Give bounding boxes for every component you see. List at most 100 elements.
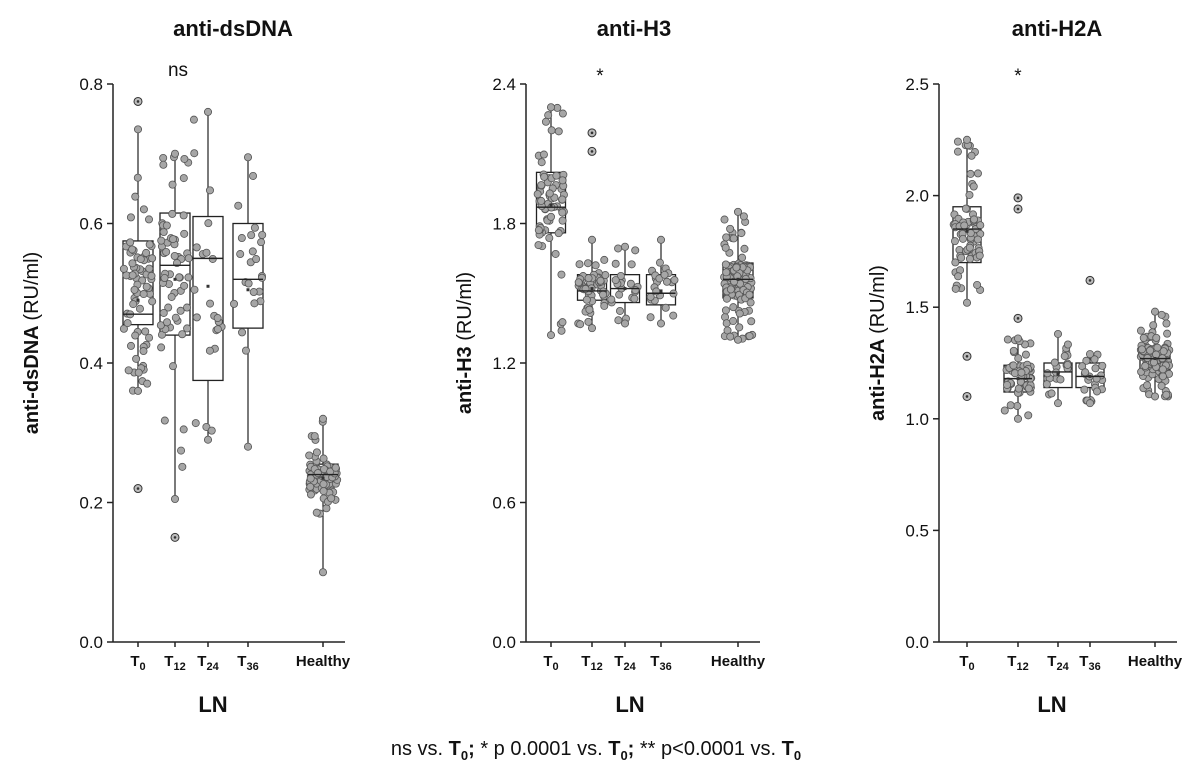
data-point (1159, 347, 1168, 356)
data-point (131, 331, 140, 340)
mean-marker (1088, 374, 1092, 378)
data-point (207, 426, 216, 435)
data-point (123, 319, 132, 328)
y-tick-label: 0.8 (79, 75, 103, 94)
data-point (1003, 380, 1012, 389)
outlier-dot (1016, 196, 1020, 200)
chart-title: anti-dsDNA (173, 16, 293, 41)
data-point (249, 288, 258, 297)
data-point (973, 235, 982, 244)
data-point (131, 192, 140, 201)
data-point (177, 446, 186, 455)
data-point (546, 212, 555, 221)
data-point (558, 109, 567, 118)
data-point (626, 279, 635, 288)
footnote-part: T0 (608, 738, 628, 763)
x-axis-label: LN (198, 692, 227, 717)
category-group: T0 (533, 103, 568, 673)
data-point (237, 234, 246, 243)
data-point (205, 186, 214, 195)
category-group: T0 (949, 135, 985, 673)
data-point (142, 282, 151, 291)
chart-title: anti-H3 (597, 16, 672, 41)
data-point (306, 474, 315, 483)
data-point (726, 285, 735, 294)
data-point (1043, 369, 1052, 378)
data-point (164, 303, 173, 312)
data-point (180, 281, 189, 290)
data-point (257, 273, 266, 282)
data-point (1137, 345, 1146, 354)
data-point (722, 268, 731, 277)
footnote-part: ; (627, 738, 640, 760)
data-point (1151, 307, 1160, 316)
x-tick-label: T0 (959, 653, 974, 673)
data-point (163, 318, 172, 327)
data-point (732, 263, 741, 272)
data-point (734, 335, 743, 344)
data-point (190, 149, 199, 158)
data-point (171, 313, 180, 322)
data-point (970, 215, 979, 224)
data-point (726, 332, 735, 341)
data-point (1162, 390, 1171, 399)
significance-label: * (1014, 66, 1022, 87)
data-point (203, 435, 212, 444)
data-point (179, 425, 188, 434)
data-point (599, 290, 608, 299)
data-point (734, 207, 743, 216)
x-tick-label: T0 (130, 653, 145, 673)
data-point (1091, 364, 1100, 373)
data-point (547, 126, 556, 135)
mean-marker (965, 229, 969, 233)
data-point (957, 253, 966, 262)
x-tick-label: T0 (543, 653, 558, 673)
outlier-dot (1016, 207, 1020, 211)
data-point (721, 260, 730, 269)
data-point (1149, 321, 1158, 330)
y-axis-label: anti-H3 (RU/ml) (454, 272, 476, 414)
data-point (157, 236, 166, 245)
data-point (168, 235, 177, 244)
data-point (1003, 335, 1012, 344)
data-point (611, 276, 620, 285)
data-point (139, 290, 148, 299)
data-point (661, 303, 670, 312)
data-point (145, 333, 154, 342)
data-point (1086, 350, 1095, 359)
data-point (1146, 346, 1155, 355)
data-point (596, 276, 605, 285)
footnote-part: * p 0.0001 vs. (480, 738, 609, 760)
data-point (167, 292, 176, 301)
data-point (159, 153, 168, 162)
category-group: T24 (189, 107, 226, 673)
data-point (250, 223, 259, 232)
data-point (241, 346, 250, 355)
x-tick-label: T24 (614, 653, 636, 673)
data-point (178, 330, 187, 339)
data-point (557, 270, 566, 279)
data-point (965, 254, 974, 263)
data-point (588, 324, 597, 333)
chart-panel-anti-dsDNA: anti-dsDNA 0.0 0.2 0.4 0.6 0.8 anti-dsDNA (RU/… (21, 16, 351, 717)
y-tick-label: 1.5 (905, 298, 929, 317)
data-point (132, 354, 141, 363)
data-point (591, 261, 600, 270)
data-point (147, 271, 156, 280)
data-point (1098, 361, 1107, 370)
data-point (327, 494, 336, 503)
data-point (950, 237, 959, 246)
data-point (976, 221, 985, 230)
data-point (729, 234, 738, 243)
data-point (170, 495, 179, 504)
y-tick-label: 2.5 (905, 75, 929, 94)
data-point (585, 305, 594, 314)
significance-label: ns (168, 60, 188, 81)
data-point (575, 260, 584, 269)
data-point (312, 508, 321, 517)
data-point (230, 299, 239, 308)
data-point (554, 127, 563, 136)
data-point (557, 326, 566, 335)
data-point (322, 504, 331, 513)
box (192, 215, 224, 382)
